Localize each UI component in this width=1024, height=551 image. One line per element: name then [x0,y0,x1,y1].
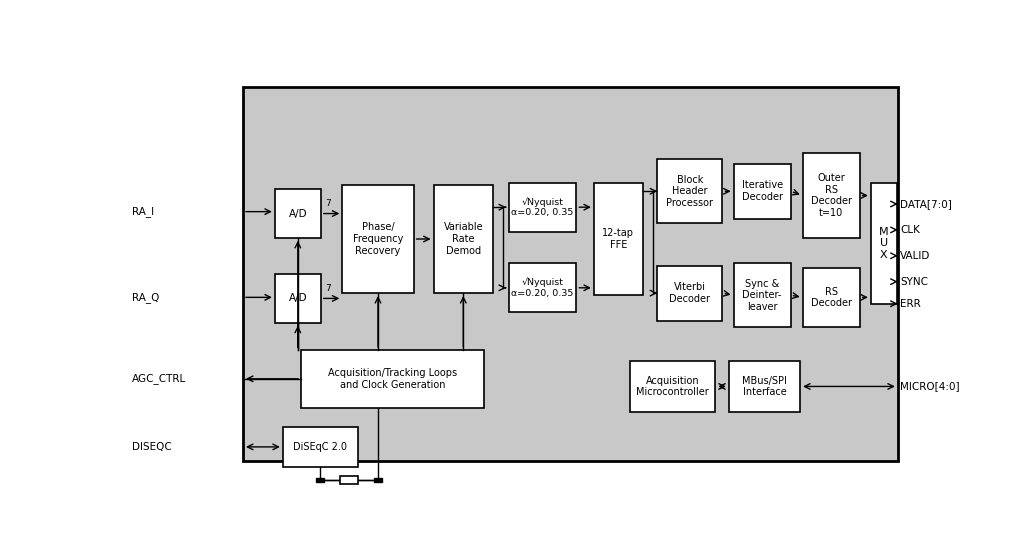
Bar [733,263,791,327]
Text: Sync &
Deinter-
leaver: Sync & Deinter- leaver [742,279,781,312]
Text: DATA[7:0]: DATA[7:0] [900,199,952,209]
Bar [509,263,577,312]
Text: ERR: ERR [900,299,921,309]
Text: DISEQC: DISEQC [132,442,172,452]
Bar [733,164,791,219]
Text: RA_I: RA_I [132,206,154,217]
Text: A/D: A/D [289,294,307,304]
Bar [243,88,898,461]
Text: RA_Q: RA_Q [132,292,160,303]
Text: 12-tap
FFE: 12-tap FFE [602,228,635,250]
Text: RS
Decoder: RS Decoder [811,287,852,308]
Text: SYNC: SYNC [900,277,928,287]
Text: Acquisition/Tracking Loops
and Clock Generation: Acquisition/Tracking Loops and Clock Gen… [328,368,457,390]
Bar [803,268,860,327]
Bar [301,350,483,408]
Text: Iterative
Decoder: Iterative Decoder [741,181,782,202]
Bar [509,183,577,231]
Text: MICRO[4:0]: MICRO[4:0] [900,381,959,391]
Bar [274,274,321,323]
Text: M
U
X: M U X [879,226,889,260]
Bar [433,185,494,293]
Text: 7: 7 [326,284,332,293]
Text: CLK: CLK [900,225,920,235]
Bar [594,183,643,295]
Text: A/D: A/D [289,209,307,219]
Text: Variable
Rate
Demod: Variable Rate Demod [443,223,483,256]
Bar [274,189,321,238]
Bar [729,361,800,412]
Text: AGC_CTRL: AGC_CTRL [132,374,186,384]
Text: Block
Header
Processor: Block Header Processor [667,175,714,208]
Text: VALID: VALID [900,251,931,261]
Bar [870,183,897,304]
Text: Phase/
Frequency
Recovery: Phase/ Frequency Recovery [353,223,403,256]
Bar [803,153,860,238]
Bar [630,361,715,412]
Text: Acquisition
Microcontroller: Acquisition Microcontroller [636,376,709,397]
Text: Outer
RS
Decoder
t=10: Outer RS Decoder t=10 [811,173,852,218]
Bar [316,478,325,482]
Bar [340,476,357,484]
Text: Viterbi
Decoder: Viterbi Decoder [670,282,711,304]
Bar [657,266,722,321]
Text: DiSEqC 2.0: DiSEqC 2.0 [294,442,347,452]
Bar [374,478,382,482]
Text: 7: 7 [326,199,332,208]
Bar [342,185,414,293]
Text: √Nyquist
α=0.20, 0.35: √Nyquist α=0.20, 0.35 [511,197,573,217]
Bar [283,426,358,467]
Text: MBus/SPI
Interface: MBus/SPI Interface [742,376,786,397]
Text: √Nyquist
α=0.20, 0.35: √Nyquist α=0.20, 0.35 [511,278,573,298]
Bar [657,159,722,223]
